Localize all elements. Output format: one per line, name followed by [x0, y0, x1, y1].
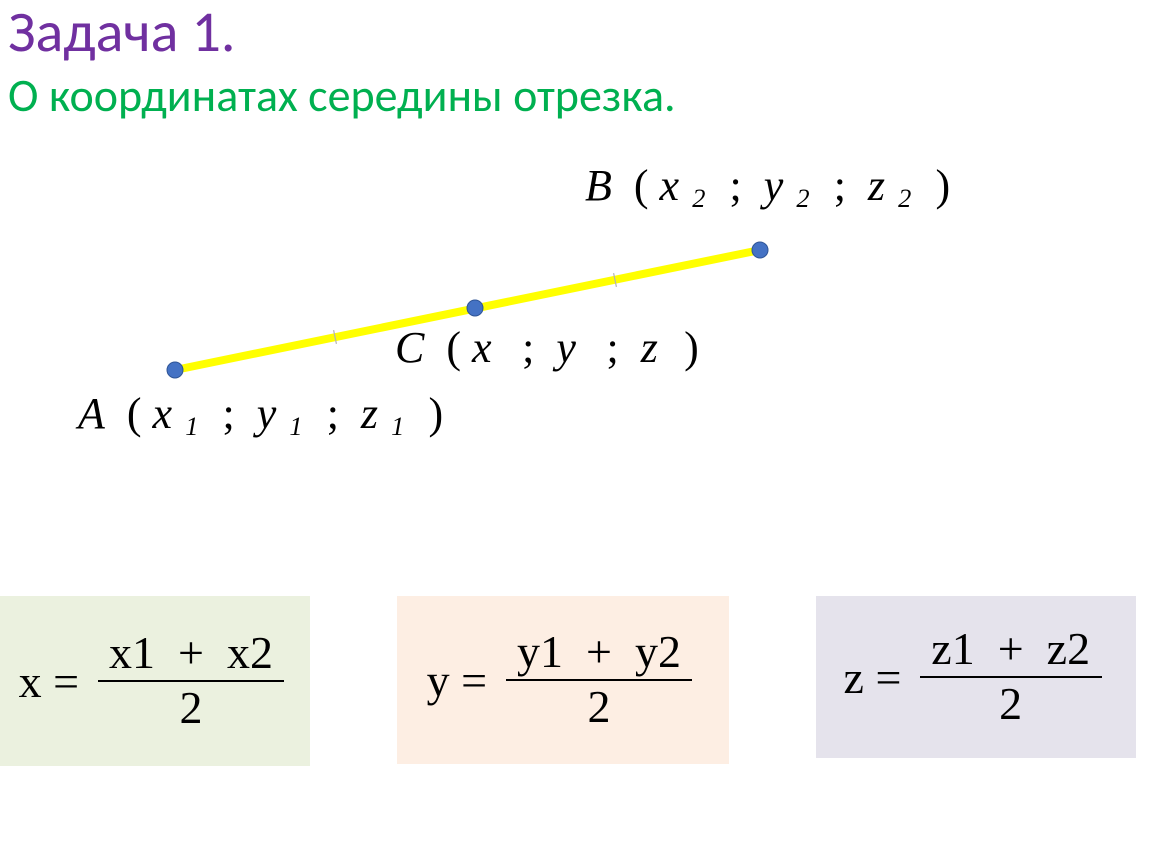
formula-z: z = z1 + z2 2 [816, 596, 1136, 758]
point-B [752, 242, 768, 258]
label-C-letter: C [395, 323, 424, 372]
formula-row: x = x1 + x2 2 y = y1 + y2 [0, 596, 1150, 766]
formula-x: x = x1 + x2 2 [0, 596, 310, 766]
label-A: A ( x 1 ; y 1 ; z 1 ) [78, 388, 443, 442]
label-A-letter: A [78, 389, 105, 438]
label-B: B ( x 2 ; y 2 ; z 2 ) [585, 160, 950, 214]
point-C [467, 300, 483, 316]
label-B-letter: B [585, 161, 612, 210]
point-A [167, 362, 183, 378]
formula-y: y = y1 + y2 2 [397, 596, 729, 764]
label-C: C ( x ; y ; z ) [395, 322, 699, 376]
